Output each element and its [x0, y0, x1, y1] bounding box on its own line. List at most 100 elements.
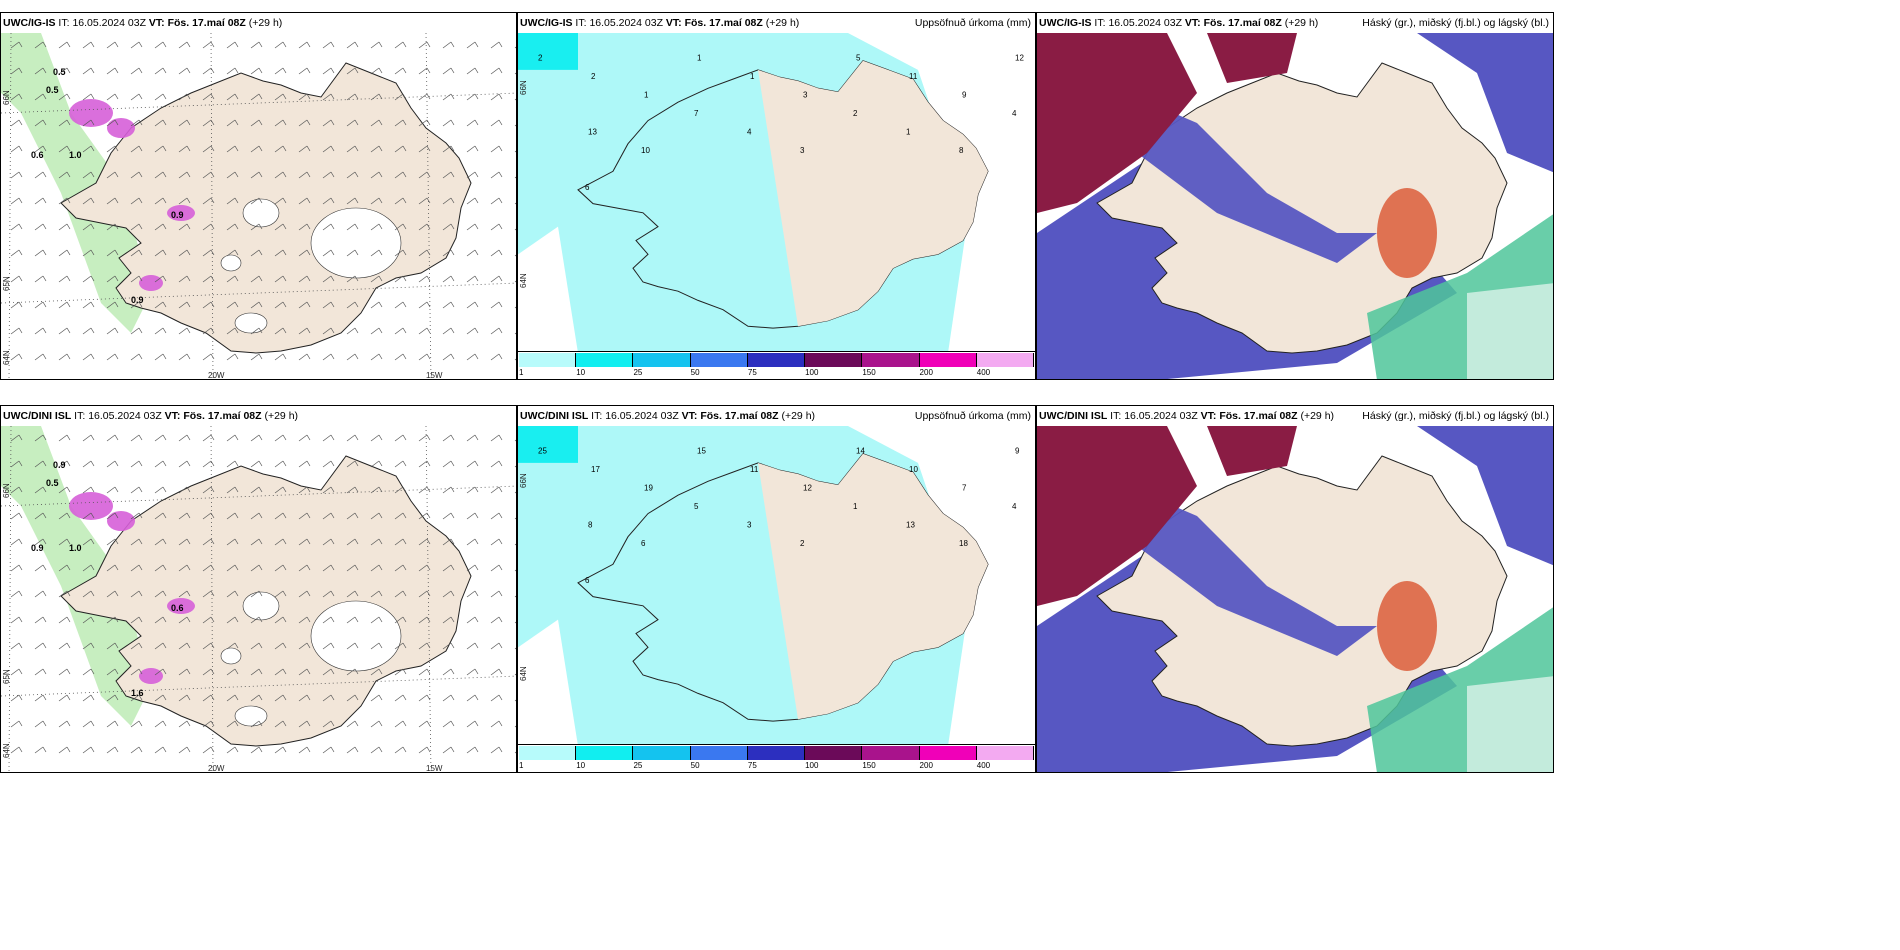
wind-barb-flag	[258, 67, 263, 74]
wind-barb-flag	[162, 301, 167, 308]
wind-barb	[322, 746, 332, 754]
wind-barb	[178, 353, 188, 361]
wind-barb	[418, 538, 428, 546]
wind-barb-flag	[114, 275, 119, 282]
wind-barb-flag	[138, 460, 143, 467]
wind-barb-flag	[138, 171, 143, 178]
wind-barb	[226, 720, 236, 728]
wind-barb-flag	[234, 223, 239, 230]
vt-label: VT:	[681, 410, 698, 422]
model-name: UWC/IG-IS	[1039, 17, 1092, 29]
wind-barb-flag	[186, 642, 191, 649]
wind-barb	[106, 538, 116, 546]
wind-barb	[466, 41, 476, 49]
wind-barb-flag	[474, 327, 479, 334]
wind-barb-flag	[66, 197, 71, 204]
wind-barb-flag	[186, 720, 191, 727]
wind-barb	[106, 67, 116, 75]
precip-value-label: 0.5	[53, 67, 66, 77]
wind-barb	[10, 564, 20, 572]
dry-area	[848, 33, 1035, 353]
panel-title: Háský (gr.), miðský (fj.bl.) og lágský (…	[1362, 410, 1549, 422]
wind-barbs	[10, 41, 516, 361]
wind-barb	[10, 197, 20, 205]
colorbar-tick-label: 400	[976, 368, 991, 377]
wind-barb-flag	[234, 668, 239, 675]
vt-label: VT:	[148, 17, 165, 29]
wind-barb	[274, 93, 284, 101]
wind-barb	[274, 564, 284, 572]
lead-time: (+29 h)	[781, 410, 816, 422]
wind-barb-flag	[474, 746, 479, 753]
wind-barb	[226, 249, 236, 257]
wind-barb	[418, 720, 428, 728]
wind-barb-flag	[18, 67, 23, 74]
wind-barb-flag	[90, 275, 95, 282]
wind-barb	[58, 197, 68, 205]
wind-barb	[442, 327, 452, 335]
wind-barb-flag	[258, 327, 263, 334]
colorbar-swatch	[519, 746, 577, 760]
wind-barb-flag	[186, 353, 191, 360]
wind-barb-flag	[138, 41, 143, 48]
wind-barb	[394, 197, 404, 205]
wind-barb	[250, 668, 260, 676]
wind-barb-flag	[498, 301, 503, 308]
wind-barb	[202, 616, 212, 624]
wind-barb	[442, 145, 452, 153]
wind-barb-flag	[426, 616, 431, 623]
wind-barb	[10, 668, 20, 676]
wind-barb-flag	[66, 486, 71, 493]
wind-barb	[274, 538, 284, 546]
lead-time: (+29 h)	[765, 17, 800, 29]
wind-barb	[10, 616, 20, 624]
precip-value: 2	[800, 539, 805, 548]
map-area[interactable]: 0.9 0.5 0.9 1.0 1.6 0.6	[1, 426, 516, 772]
wind-barb	[82, 197, 92, 205]
wind-barb-flag	[258, 460, 263, 467]
wind-barb	[346, 67, 356, 75]
lead-time: (+29 h)	[1284, 17, 1319, 29]
wind-barb	[154, 460, 164, 468]
wind-barb-flag	[114, 460, 119, 467]
wind-barb-flag	[258, 694, 263, 701]
wind-barb-flag	[210, 353, 215, 360]
wind-barb-flag	[498, 642, 503, 649]
map-area[interactable]: 25 17 19 15 11 12 14 10 7 9 8 6 5 3 2 1 13 18 4 6	[518, 426, 1035, 746]
wind-barb-flag	[450, 93, 455, 100]
map-area[interactable]	[1037, 426, 1553, 772]
wind-barb	[298, 590, 308, 598]
precip-value: 13	[906, 520, 915, 529]
wind-barb	[82, 275, 92, 283]
wind-barb	[346, 93, 356, 101]
wind-barb-flag	[234, 249, 239, 256]
wind-barb-flag	[474, 538, 479, 545]
wind-barb	[490, 301, 500, 309]
wind-barb	[274, 590, 284, 598]
wind-barb-flag	[162, 41, 167, 48]
wind-barb-flag	[498, 41, 503, 48]
wind-barb	[466, 564, 476, 572]
wind-barb-flag	[306, 223, 311, 230]
wind-barb-flag	[186, 590, 191, 597]
wind-barb	[202, 720, 212, 728]
map-area[interactable]: 2 2 1 1 1 3 5 11 9 12 13 10 7 4 3 2 1 8 4 6	[518, 33, 1035, 353]
wind-barb-flag	[18, 41, 23, 48]
precip-value: 6	[585, 576, 590, 585]
wind-barb-flag	[306, 512, 311, 519]
dry-land	[758, 60, 988, 327]
wind-barb	[202, 301, 212, 309]
wind-barb-flag	[234, 460, 239, 467]
map-area[interactable]: 0.5 0.5 0.6 1.0 0.9 0.9	[1, 33, 516, 379]
wind-barb-flag	[90, 486, 95, 493]
wind-barb-flag	[66, 746, 71, 753]
precip-value: 9	[962, 91, 967, 100]
wind-barb-flag	[162, 67, 167, 74]
map-area[interactable]	[1037, 33, 1553, 379]
colorbar-swatch	[633, 353, 691, 367]
wind-barb-flag	[234, 746, 239, 753]
wind-barb-flag	[114, 67, 119, 74]
wind-barb	[10, 275, 20, 283]
wind-barb-flag	[210, 171, 215, 178]
wind-barb	[154, 694, 164, 702]
